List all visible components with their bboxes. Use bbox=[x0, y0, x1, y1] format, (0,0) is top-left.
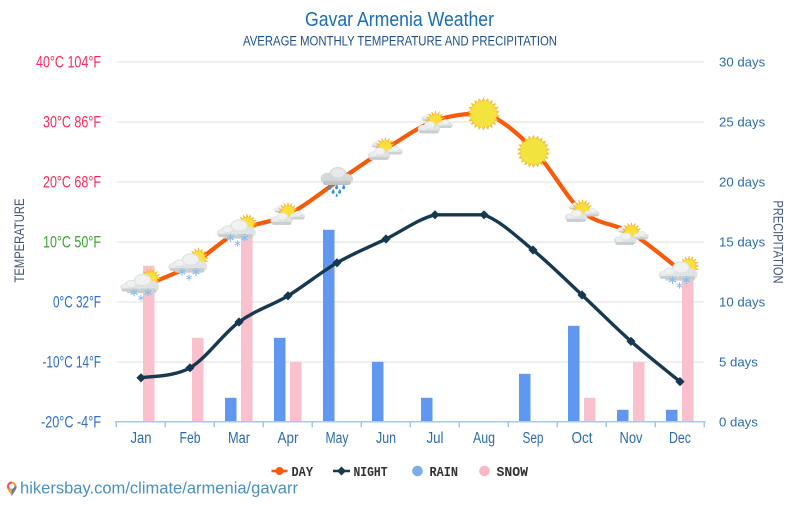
svg-text:AVERAGE MONTHLY TEMPERATURE AN: AVERAGE MONTHLY TEMPERATURE AND PRECIPIT… bbox=[243, 33, 557, 48]
svg-text:Mar: Mar bbox=[228, 430, 250, 447]
svg-text:10 days: 10 days bbox=[719, 295, 766, 310]
svg-text:0 days: 0 days bbox=[719, 415, 758, 430]
svg-text:30°C 86°F: 30°C 86°F bbox=[43, 114, 101, 132]
svg-text:-20°C -4°F: -20°C -4°F bbox=[41, 414, 101, 432]
svg-text:Jan: Jan bbox=[131, 430, 152, 447]
svg-text:20°C 68°F: 20°C 68°F bbox=[43, 174, 101, 192]
svg-text:NIGHT: NIGHT bbox=[354, 465, 388, 481]
svg-text:Apr: Apr bbox=[278, 430, 299, 447]
svg-text:PRECIPITATION: PRECIPITATION bbox=[771, 201, 786, 284]
svg-text:hikersbay.com/climate/armenia/: hikersbay.com/climate/armenia/gavarr bbox=[20, 479, 298, 498]
svg-text:15 days: 15 days bbox=[719, 235, 766, 250]
svg-text:40°C 104°F: 40°C 104°F bbox=[36, 54, 101, 72]
svg-text:30 days: 30 days bbox=[719, 55, 766, 70]
svg-text:-10°C 14°F: -10°C 14°F bbox=[43, 354, 102, 372]
svg-text:Jul: Jul bbox=[427, 430, 444, 447]
svg-text:20 days: 20 days bbox=[719, 175, 766, 190]
svg-text:Oct: Oct bbox=[572, 430, 594, 447]
svg-text:DAY: DAY bbox=[292, 465, 314, 481]
svg-text:5 days: 5 days bbox=[719, 355, 758, 370]
svg-text:25 days: 25 days bbox=[719, 115, 766, 130]
svg-text:TEMPERATURE: TEMPERATURE bbox=[12, 199, 27, 283]
svg-text:Aug: Aug bbox=[473, 430, 495, 447]
svg-text:RAIN: RAIN bbox=[430, 465, 459, 481]
svg-text:Gavar Armenia Weather: Gavar Armenia Weather bbox=[305, 9, 494, 31]
svg-text:10°C 50°F: 10°C 50°F bbox=[43, 234, 101, 252]
svg-text:0°C 32°F: 0°C 32°F bbox=[53, 294, 101, 312]
svg-text:Sep: Sep bbox=[523, 430, 544, 447]
svg-text:Feb: Feb bbox=[180, 430, 201, 447]
svg-text:SNOW: SNOW bbox=[497, 465, 529, 481]
svg-text:Nov: Nov bbox=[620, 430, 643, 447]
svg-text:Dec: Dec bbox=[669, 430, 691, 447]
svg-text:May: May bbox=[326, 430, 349, 447]
svg-text:Jun: Jun bbox=[376, 430, 396, 447]
